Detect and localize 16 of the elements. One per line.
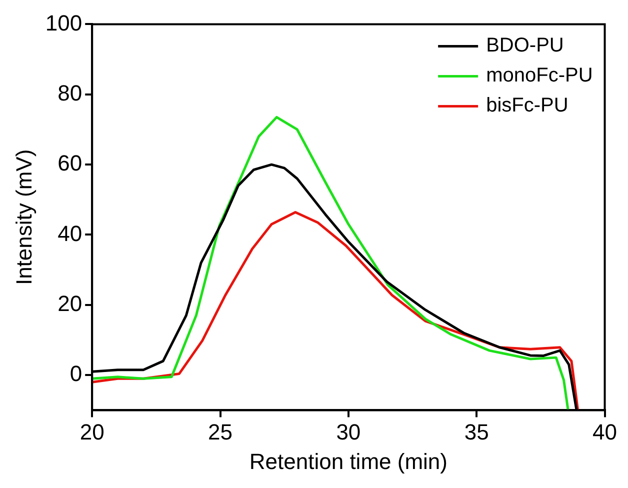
y-tick-label: 80 — [58, 80, 82, 106]
x-tick-label: 25 — [208, 419, 233, 444]
legend-label: BDO-PU — [486, 34, 564, 57]
y-tick-label: 60 — [58, 150, 82, 176]
x-tick-label: 40 — [592, 419, 618, 444]
y-tick-label: 100 — [45, 10, 82, 36]
x-tick-label: 35 — [464, 419, 489, 444]
legend-label: bisFc-PU — [486, 94, 568, 117]
x-tick-label: 20 — [80, 419, 104, 444]
y-tick-label: 40 — [58, 220, 82, 246]
legend-label: monoFc-PU — [486, 64, 593, 87]
x-tick-label: 30 — [336, 419, 361, 444]
y-axis-title: Intensity (mV) — [11, 149, 36, 286]
y-tick-label: 20 — [58, 290, 82, 316]
x-axis-title: Retention time (min) — [249, 448, 448, 474]
y-tick-label: 0 — [70, 361, 82, 386]
